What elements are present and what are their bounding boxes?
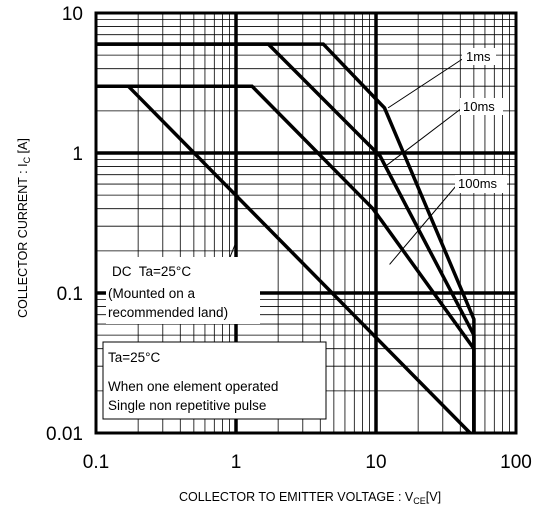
curve-label-1ms: 1ms bbox=[466, 49, 491, 64]
x-tick-label: 0.1 bbox=[83, 452, 109, 473]
major-gridlines bbox=[96, 13, 516, 433]
y-axis-label: COLLECTOR CURRENT : IC [A] bbox=[16, 138, 32, 318]
x-tick-label: 10 bbox=[365, 452, 386, 473]
x-tick-labels: 0.1 1 10 100 bbox=[83, 452, 532, 473]
series-line-dc bbox=[96, 84, 472, 435]
curve-label-100ms: 100ms bbox=[458, 176, 498, 191]
conditions-line-2: When one element operated bbox=[108, 379, 278, 394]
dc-note-line-1: DC Ta=25°C bbox=[112, 264, 191, 279]
conditions-box bbox=[102, 341, 327, 420]
label-bg-100ms bbox=[455, 175, 507, 193]
x-axis-label: COLLECTOR TO EMITTER VOLTAGE : VCE[V] bbox=[179, 490, 441, 506]
annotation-arrow-10ms bbox=[384, 107, 463, 167]
series-lines bbox=[96, 42, 476, 435]
dc-note-bg bbox=[106, 257, 260, 324]
x-tick-label: 1 bbox=[231, 452, 242, 473]
annotation-arrows bbox=[227, 57, 465, 265]
y-tick-labels: 10 1 0.1 0.01 bbox=[46, 4, 83, 445]
y-tick-label: 1 bbox=[72, 144, 83, 165]
y-tick-label: 0.1 bbox=[57, 284, 83, 305]
x-tick-label: 100 bbox=[500, 452, 532, 473]
y-tick-label: 0.01 bbox=[46, 424, 83, 445]
curve-label-10ms: 10ms bbox=[463, 99, 495, 114]
series-line-100ms bbox=[96, 84, 476, 433]
dc-note-line-3: recommended land) bbox=[108, 305, 228, 320]
dc-note-line-2: (Mounted on a bbox=[108, 286, 196, 301]
annotation-arrow-1ms bbox=[387, 57, 465, 109]
annotation-arrow-100ms bbox=[389, 185, 457, 265]
plot-frame bbox=[94, 11, 518, 435]
conditions-line-1: Ta=25°C bbox=[108, 350, 161, 365]
label-bg-10ms bbox=[460, 98, 503, 115]
y-tick-label: 10 bbox=[62, 4, 83, 25]
label-bg-1ms bbox=[462, 48, 496, 65]
conditions-line-3: Single non repetitive pulse bbox=[108, 398, 266, 413]
